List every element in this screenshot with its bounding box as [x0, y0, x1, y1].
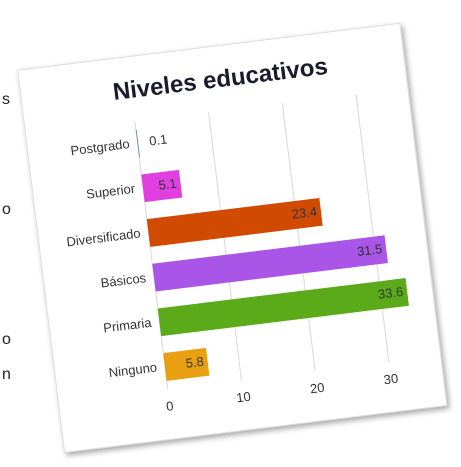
data-label: 5.8 [185, 354, 205, 371]
bar [163, 347, 210, 381]
grid-line [134, 121, 169, 390]
fragment: s [2, 91, 10, 108]
fragment: o [2, 331, 11, 348]
x-tick-label: 20 [309, 380, 325, 397]
data-label: 0.1 [148, 132, 168, 149]
bar [157, 278, 409, 337]
bar [135, 129, 140, 158]
grid-line [281, 103, 316, 372]
fragment: n [2, 366, 11, 383]
y-tick-label: Primaria [102, 315, 153, 336]
fragment: o [2, 201, 11, 218]
grid-line [355, 94, 390, 363]
bar [146, 197, 323, 247]
side-fragments: s o o n [2, 91, 11, 383]
bar [141, 169, 183, 203]
grid-line [208, 112, 242, 381]
x-tick-label: 30 [383, 371, 399, 388]
x-tick-label: 0 [165, 398, 174, 414]
y-tick-label: Superior [85, 181, 136, 202]
card-background [17, 22, 448, 453]
data-label: 5.1 [158, 176, 178, 193]
y-tick-label: Ninguno [108, 359, 158, 380]
bar [152, 235, 388, 292]
data-label: 31.5 [356, 241, 383, 259]
x-tick-label: 10 [235, 389, 251, 406]
y-tick-label: Postgrado [70, 136, 131, 158]
data-label: 33.6 [377, 284, 404, 302]
y-tick-label: Básicos [100, 270, 148, 290]
data-label: 23.4 [291, 204, 318, 222]
